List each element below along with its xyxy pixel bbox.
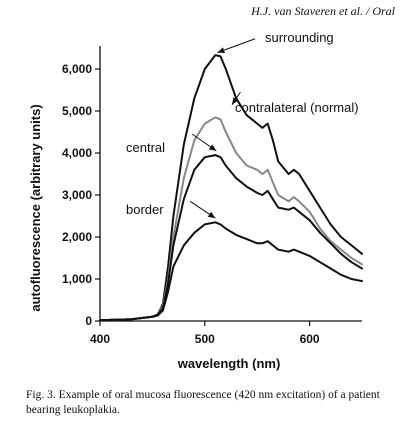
annotations: surrounding contralateral (normal) central… — [126, 30, 359, 219]
series-line-surrounding — [99, 54, 363, 322]
x-tick-label: 600 — [300, 332, 320, 346]
y-tick-label: 4,000 — [62, 146, 92, 160]
x-tick-label: 400 — [90, 332, 110, 346]
series-line-central — [99, 154, 363, 322]
series-line-border — [99, 221, 363, 322]
annotation-label: surrounding — [265, 30, 334, 45]
y-tick-label: 0 — [85, 314, 92, 328]
figure: 0 1,000 2,000 3,000 4,000 5,000 6,000 400 500 600… — [0, 22, 403, 377]
fluorescence-chart: 0 1,000 2,000 3,000 4,000 5,000 6,000 400 500 600… — [28, 30, 363, 371]
x-axis-label: wavelength (nm) — [177, 356, 281, 371]
series-lines — [99, 54, 363, 322]
annotation-label: border — [126, 202, 164, 217]
x-tick-label: 500 — [195, 332, 215, 346]
y-tick-label: 1,000 — [62, 272, 92, 286]
y-tick-label: 5,000 — [62, 104, 92, 118]
y-tick-label: 6,000 — [62, 62, 92, 76]
annotation-label: contralateral (normal) — [235, 100, 359, 115]
figure-caption: Fig. 3. Example of oral mucosa fluoresce… — [26, 389, 380, 416]
running-head: H.J. van Staveren et al. / Oral — [251, 4, 395, 18]
y-tick-label: 3,000 — [62, 188, 92, 202]
annotation-arrowhead — [208, 144, 217, 151]
axes: 0 1,000 2,000 3,000 4,000 5,000 6,000 400 500 600 — [62, 46, 362, 346]
annotation-arrowhead — [232, 97, 239, 105]
annotation-arrowhead — [207, 211, 216, 219]
y-axis-label: autofluorescence (arbitrary units) — [28, 104, 43, 311]
annotation-label: central — [126, 140, 165, 155]
annotation-arrowhead — [217, 47, 225, 53]
y-tick-label: 2,000 — [62, 230, 92, 244]
